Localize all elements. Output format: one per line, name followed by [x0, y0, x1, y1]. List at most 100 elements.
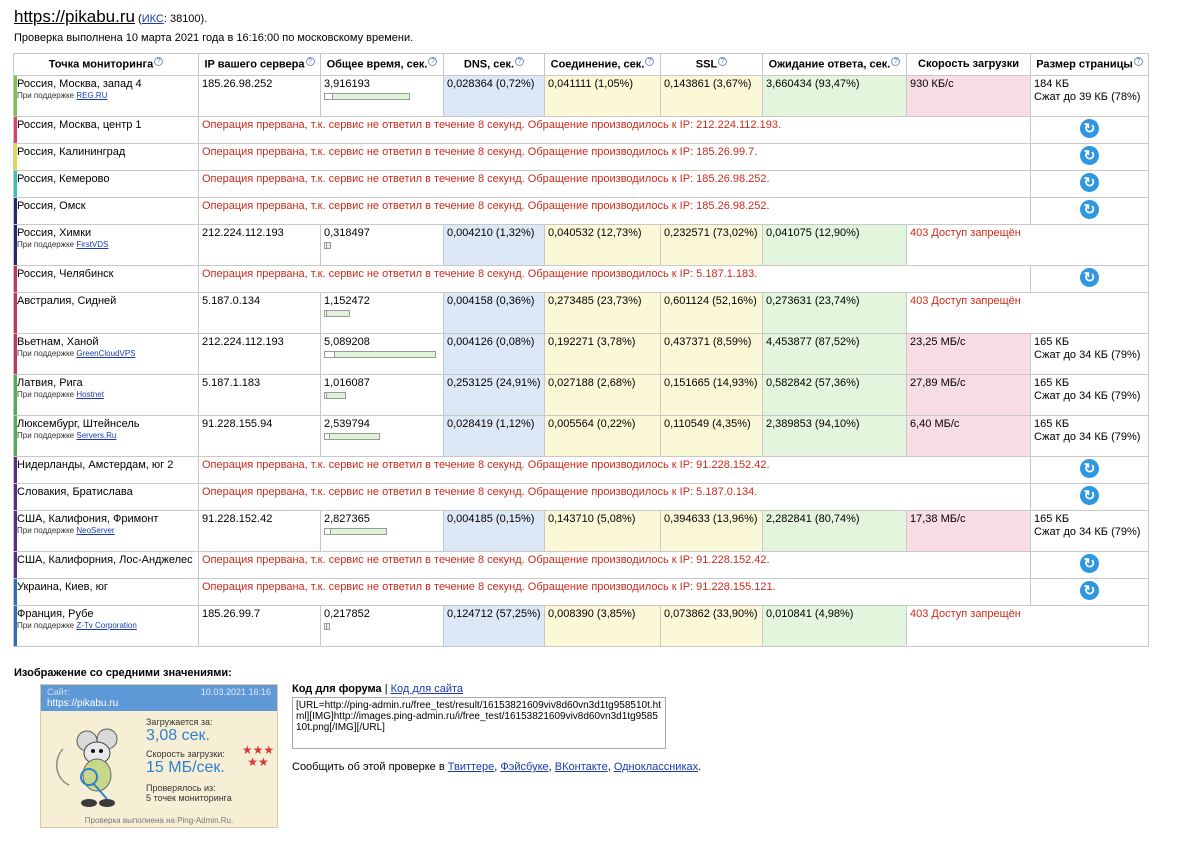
table-row: Россия, Москва, центр 1 Операция прервана…: [13, 116, 1149, 144]
total-time-bar: [324, 242, 331, 249]
download-speed: 17,38 МБ/с: [906, 510, 1031, 552]
dns-time: 0,004158 (0,36%): [443, 292, 545, 334]
http-status: 403 Доступ запрещён: [906, 292, 1149, 334]
reload-icon[interactable]: ↻: [1080, 119, 1099, 138]
checked-label: Проверялось из:: [146, 783, 216, 793]
sponsor-line: При поддержке FirstVDS: [17, 240, 195, 250]
embed-code-block: Код для форума | Код для сайта [URL=http…: [292, 683, 666, 749]
connect-time: 0,041111 (1,05%): [544, 75, 661, 117]
reload-icon[interactable]: ↻: [1080, 581, 1099, 600]
code-tab-separator: |: [384, 683, 388, 695]
table-row: Россия, Омск Операция прервана, т.к. серв…: [13, 197, 1149, 225]
server-ip: 5.187.0.134: [198, 292, 321, 334]
location-color-bar: [14, 198, 17, 224]
table-row: Россия, Химки При поддержке FirstVDS 212.2…: [13, 224, 1149, 266]
dns-time: 0,124712 (57,25%): [443, 605, 545, 647]
sponsor-link[interactable]: NeoServer: [76, 526, 115, 535]
location-name: Россия, Москва, запад 4: [17, 78, 142, 90]
ssl-time: 0,143861 (3,67%): [660, 75, 763, 117]
help-icon[interactable]: ?: [1133, 57, 1143, 67]
total-time-bar: [324, 623, 330, 630]
share-link[interactable]: Фэйсбуке: [500, 761, 549, 773]
column-header-label: Общее время, сек.: [326, 58, 428, 71]
help-icon[interactable]: ?: [645, 57, 655, 67]
sponsor-line: При поддержке GreenCloudVPS: [17, 349, 195, 359]
location-cell: Украина, Киев, юг: [13, 578, 199, 606]
help-icon[interactable]: ?: [305, 57, 315, 67]
location-name: США, Калифорния, Лос-Анджелес: [17, 554, 193, 566]
column-header: SSL?: [660, 53, 763, 76]
sponsor-link[interactable]: FirstVDS: [76, 240, 109, 249]
download-speed: 6,40 МБ/с: [906, 415, 1031, 457]
connect-time: 0,008390 (3,85%): [544, 605, 661, 647]
share-link[interactable]: ВКонтакте: [554, 761, 608, 773]
help-icon[interactable]: ?: [154, 57, 164, 67]
column-header-label: Скорость загрузки: [918, 58, 1019, 70]
table-header: Точка мониторинга? IP вашего сервера? Обще…: [13, 53, 1149, 76]
table-row: Россия, Кемерово Операция прервана, т.к. …: [13, 170, 1149, 198]
sponsor-link[interactable]: Z-Tv Corporation: [76, 621, 137, 630]
forum-code-tab[interactable]: Код для форума: [292, 683, 382, 695]
total-time-bar: [324, 93, 410, 100]
location-name: Россия, Химки: [17, 227, 92, 239]
sponsor-link[interactable]: GreenCloudVPS: [76, 349, 136, 358]
site-link[interactable]: https://pikabu.ru: [14, 7, 135, 26]
page-size: 165 КБ: [1034, 513, 1070, 525]
location-name: Австралия, Сидней: [17, 295, 117, 307]
total-time-bar-segment: [325, 624, 327, 629]
ssl-time: 0,232571 (73,02%): [660, 224, 763, 266]
share-link[interactable]: Твиттере: [447, 761, 495, 773]
location-color-bar: [14, 144, 17, 170]
location-color-bar: [14, 334, 17, 374]
sponsor-prefix: При поддержке: [17, 240, 75, 249]
share-link[interactable]: Одноклассниках: [613, 761, 699, 773]
server-ip: 185.26.99.7: [198, 605, 321, 647]
total-time-bar-segment: [325, 529, 331, 534]
badge-site: https://pikabu.ru: [47, 698, 119, 709]
site-code-tab[interactable]: Код для сайта: [390, 683, 464, 695]
reload-icon[interactable]: ↻: [1080, 200, 1099, 219]
help-icon[interactable]: ?: [891, 57, 901, 67]
sponsor-prefix: При поддержке: [17, 390, 75, 399]
server-ip: 185.26.98.252: [198, 75, 321, 117]
total-time-bar-segment: [325, 243, 327, 248]
table-row: Россия, Москва, запад 4 При поддержке REG…: [13, 75, 1149, 117]
help-icon[interactable]: ?: [718, 57, 728, 67]
average-badge[interactable]: Сайт: 10.03.2021 16:16 https://pikabu.ru…: [40, 684, 278, 828]
share-separator: ,: [607, 761, 614, 773]
location-cell: Люксембург, Штейнсель При поддержке Serve…: [13, 415, 199, 457]
connect-time: 0,192271 (3,78%): [544, 333, 661, 375]
reload-icon[interactable]: ↻: [1080, 459, 1099, 478]
help-icon[interactable]: ?: [428, 57, 438, 67]
total-time-bar: [324, 310, 350, 317]
reload-icon[interactable]: ↻: [1080, 486, 1099, 505]
server-ip: 212.224.112.193: [198, 224, 321, 266]
total-time-bar: [324, 528, 387, 535]
reload-icon[interactable]: ↻: [1080, 554, 1099, 573]
column-header: Ожидание ответа, сек.?: [762, 53, 907, 76]
total-time-cell: 1,016087: [320, 374, 444, 416]
star-row: ★★★: [241, 743, 275, 757]
column-header: Точка мониторинга?: [13, 53, 199, 76]
share-end: .: [698, 761, 702, 773]
table-row: Россия, Калининград Операция прервана, т.…: [13, 143, 1149, 171]
help-icon[interactable]: ?: [515, 57, 525, 67]
sponsor-line: При поддержке NeoServer: [17, 526, 195, 536]
total-time-cell: 2,539794: [320, 415, 444, 457]
location-cell: Австралия, Сидней: [13, 292, 199, 334]
sponsor-link[interactable]: REG.RU: [76, 91, 108, 100]
iks-link[interactable]: ИКС: [141, 13, 164, 25]
sponsor-link[interactable]: Servers.Ru: [76, 431, 117, 440]
reload-cell: ↻: [1030, 265, 1149, 293]
sponsor-link[interactable]: Hostnet: [76, 390, 104, 399]
sponsor-line: При поддержке Z-Tv Corporation: [17, 621, 195, 631]
location-cell: Словакия, Братислава: [13, 483, 199, 511]
total-time-bar-segment: [325, 311, 327, 316]
reload-cell: ↻: [1030, 143, 1149, 171]
embed-code-textarea[interactable]: [URL=http://ping-admin.ru/free_test/resu…: [292, 697, 666, 749]
http-status: 403 Доступ запрещён: [906, 224, 1149, 266]
reload-icon[interactable]: ↻: [1080, 268, 1099, 287]
reload-icon[interactable]: ↻: [1080, 146, 1099, 165]
share-separator: ,: [548, 761, 555, 773]
reload-icon[interactable]: ↻: [1080, 173, 1099, 192]
